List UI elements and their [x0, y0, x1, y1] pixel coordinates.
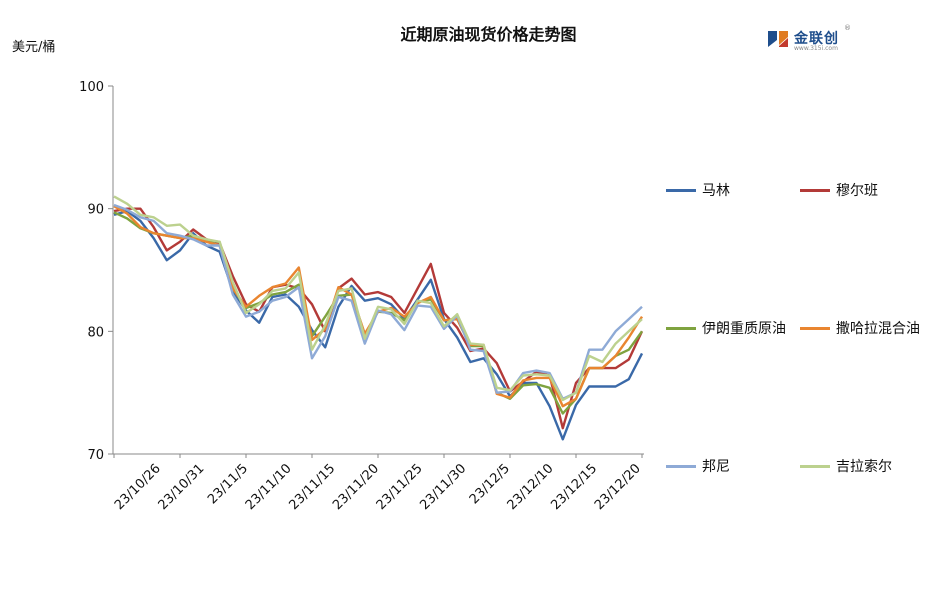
- legend-swatch: [666, 188, 696, 192]
- x-tick-label: 23/11/25: [374, 461, 426, 513]
- legend-label: 撒哈拉混合油: [836, 321, 920, 337]
- chart-axes: [108, 85, 644, 458]
- legend-item: 撒哈拉混合油: [800, 318, 920, 338]
- chart-title: 近期原油现货价格走势图: [400, 25, 577, 44]
- legend-label: 邦尼: [702, 459, 730, 475]
- x-tick-label: 23/11/30: [417, 461, 469, 513]
- chart-series-lines: [113, 195, 644, 441]
- legend-item: 穆尔班: [800, 180, 878, 200]
- legend-item: 马林: [666, 180, 730, 200]
- legend-swatch: [666, 326, 696, 330]
- legend-label: 吉拉索尔: [836, 459, 892, 475]
- x-tick-label: 23/12/10: [505, 461, 557, 513]
- x-tick-label: 23/11/20: [330, 461, 382, 513]
- legend-label: 穆尔班: [836, 183, 878, 199]
- x-tick-label: 23/12/15: [548, 461, 600, 513]
- legend-swatch: [800, 188, 830, 192]
- y-tick-label: 90: [87, 203, 104, 218]
- legend-swatch: [800, 464, 830, 468]
- brand-logo: 金联创 www.315i.com ®: [766, 24, 856, 53]
- x-tick-label: 23/11/10: [243, 461, 295, 513]
- series-line-穆尔班: [113, 207, 644, 430]
- y-tick-label: 100: [79, 80, 104, 95]
- logo-icon: [768, 31, 788, 47]
- logo-subtext: www.315i.com: [794, 45, 838, 52]
- legend-swatch: [800, 326, 830, 330]
- legend-item: 伊朗重质原油: [666, 318, 786, 338]
- y-tick-label: 70: [87, 448, 104, 463]
- logo-registered-mark: ®: [844, 24, 851, 32]
- x-tick-label: 23/10/31: [156, 461, 208, 513]
- legend-item: 邦尼: [666, 456, 730, 476]
- y-tick-label: 80: [87, 325, 104, 340]
- legend-label: 伊朗重质原油: [702, 321, 786, 337]
- legend-label: 马林: [702, 183, 730, 199]
- legend-swatch: [666, 464, 696, 468]
- legend-item: 吉拉索尔: [800, 456, 892, 476]
- x-tick-label: 23/10/26: [112, 461, 164, 513]
- logo-text: 金联创: [794, 31, 839, 47]
- y-axis-unit-label: 美元/桶: [12, 40, 56, 55]
- x-tick-label: 23/12/20: [592, 461, 644, 513]
- x-tick-label: 23/11/15: [286, 461, 338, 513]
- series-line-吉拉索尔: [113, 195, 643, 402]
